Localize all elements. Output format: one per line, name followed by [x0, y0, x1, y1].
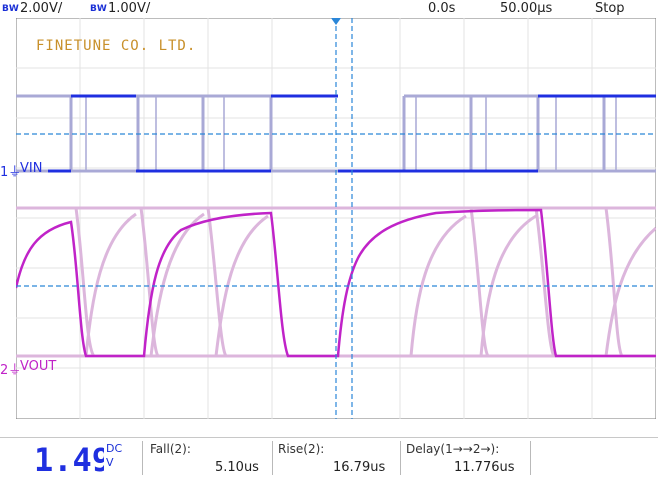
fall-time-measurement[interactable]: Fall(2): 5.10us [150, 442, 270, 475]
status-bar: BW 2.00V/ BW 1.00V/ 0.0s 50.00µs Stop [0, 0, 658, 18]
ch1-vin-trace [48, 94, 656, 173]
fall-time-value: 5.10us [215, 460, 259, 475]
time-per-div[interactable]: 50.00µs [500, 1, 553, 16]
ch2-bandwidth-limit: BW [90, 4, 108, 14]
ch1-volts-per-div[interactable]: 2.00V/ [20, 1, 63, 16]
rise-time-value: 16.79us [333, 460, 386, 475]
ch2-ground-marker[interactable]: 2⏚ [0, 359, 21, 378]
ch1-ground-marker[interactable]: 1⏚ [0, 161, 21, 180]
dvm-readout: 1.49 [34, 441, 104, 475]
ch2-label: VOUT [20, 359, 57, 374]
rise-time-label: Rise(2): [278, 442, 325, 456]
brand-watermark: FINETUNE CO. LTD. [36, 38, 197, 54]
fall-time-label: Fall(2): [150, 442, 191, 456]
dvm-coupling: DC [106, 442, 123, 455]
divider [272, 441, 273, 475]
measurement-bar [0, 437, 658, 478]
dvm-value: 1.49 [34, 441, 104, 475]
delay-value: 11.776us [454, 460, 515, 475]
delay-label: Delay(1→→2→): [406, 442, 500, 456]
waveform-display[interactable] [16, 18, 656, 419]
divider [530, 441, 531, 475]
ground-icon: ⏚ [8, 363, 22, 378]
rise-time-measurement[interactable]: Rise(2): 16.79us [278, 442, 398, 475]
divider [400, 441, 401, 475]
ch1-label: VIN [20, 161, 43, 176]
trigger-position-marker[interactable] [331, 18, 341, 25]
horizontal-delay[interactable]: 0.0s [428, 1, 456, 16]
ch1-number: 1 [0, 165, 9, 180]
ch1-bandwidth-limit: BW [2, 4, 20, 14]
delay-measurement[interactable]: Delay(1→→2→): 11.776us [406, 442, 536, 475]
divider [142, 441, 143, 475]
dvm-unit: V [106, 456, 114, 469]
dvm-units: DC V [106, 442, 122, 470]
measurement-cursors[interactable] [16, 18, 656, 419]
ch2-number: 2 [0, 363, 9, 378]
acquisition-state[interactable]: Stop [595, 1, 625, 16]
ch2-volts-per-div[interactable]: 1.00V/ [108, 1, 151, 16]
ch2-vout-trace [16, 208, 656, 358]
ground-icon: ⏚ [8, 165, 22, 180]
